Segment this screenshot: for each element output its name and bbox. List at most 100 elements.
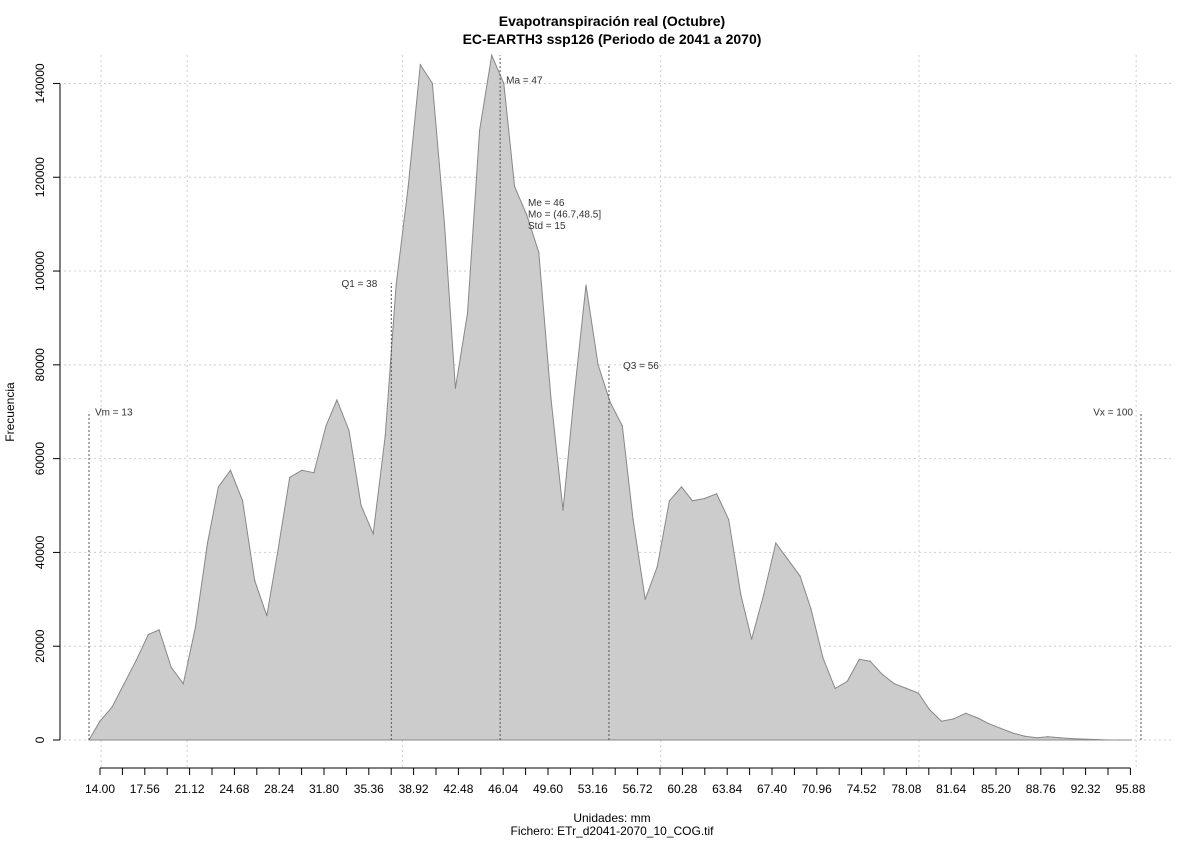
- data-point: [917, 692, 920, 694]
- data-point: [703, 497, 706, 500]
- data-point: [953, 718, 955, 720]
- data-point: [336, 399, 338, 401]
- stats-box-line: Me = 46: [528, 198, 565, 209]
- y-tick-label: 100000: [33, 251, 47, 291]
- y-tick-label: 140000: [33, 63, 47, 103]
- data-point: [526, 214, 528, 216]
- y-tick-label: 20000: [33, 629, 47, 663]
- frequency-area: [88, 53, 1132, 741]
- x-tick-label: 31.80: [309, 782, 339, 796]
- y-axis-label: Frecuencia: [3, 382, 17, 442]
- data-point: [810, 608, 812, 610]
- x-tick-label: 56.72: [623, 782, 653, 796]
- x-tick-label: 38.92: [399, 782, 429, 796]
- data-point: [1000, 727, 1002, 729]
- y-tick-label: 120000: [33, 157, 47, 197]
- x-tick-label: 24.68: [219, 782, 249, 796]
- data-point: [668, 500, 671, 502]
- data-point: [680, 486, 683, 488]
- data-point: [869, 660, 871, 662]
- data-point: [419, 64, 421, 66]
- x-tick-label: 17.56: [130, 782, 160, 796]
- x-tick-label: 85.20: [981, 782, 1011, 796]
- data-point: [1012, 732, 1014, 734]
- x-tick-label: 81.64: [936, 782, 966, 796]
- data-point: [763, 594, 765, 596]
- data-point: [834, 687, 836, 690]
- stat-lines: Vm = 13 Q1 = 38 Ma = 47 Q3 = 56 Vx = 100 Me =…: [88, 55, 1142, 740]
- stat-label: Vm = 13: [95, 408, 133, 419]
- data-point: [881, 673, 883, 675]
- data-point: [360, 504, 362, 507]
- data-point: [454, 387, 456, 389]
- data-point: [266, 615, 268, 617]
- data-point: [277, 551, 279, 554]
- data-point: [479, 129, 481, 131]
- data-point: [514, 186, 516, 188]
- y-tick-label: 40000: [33, 535, 47, 569]
- data-point: [313, 472, 315, 474]
- data-point: [893, 683, 895, 685]
- x-tick-label: 42.48: [443, 782, 473, 796]
- x-tick-label: 88.76: [1026, 782, 1056, 796]
- data-point: [229, 469, 232, 471]
- data-point: [242, 500, 244, 502]
- x-axis-label: Unidades: mm: [573, 811, 650, 825]
- data-point: [977, 717, 979, 719]
- data-point: [858, 658, 860, 660]
- data-point: [988, 723, 990, 725]
- data-point: [905, 687, 908, 690]
- x-tick-label: 92.32: [1071, 782, 1101, 796]
- x-tick-label: 60.28: [667, 782, 697, 796]
- data-point: [691, 500, 694, 502]
- data-point: [1071, 738, 1073, 740]
- data-point: [170, 666, 172, 668]
- y-tick-label: 60000: [33, 442, 47, 476]
- data-point: [372, 533, 374, 535]
- x-tick-label: 21.12: [175, 782, 205, 796]
- data-point: [573, 397, 575, 399]
- stat-label: Ma = 47: [506, 75, 543, 86]
- data-point: [1083, 738, 1085, 740]
- data-point: [538, 251, 540, 253]
- y-tick-label: 0: [33, 736, 47, 743]
- axes: 0 20000 40000 60000 80000 100000 120000 140000 1…: [33, 63, 1146, 796]
- data-point: [289, 476, 291, 478]
- data-point: [111, 706, 113, 708]
- data-point: [158, 629, 160, 631]
- data-point: [407, 186, 409, 188]
- stats-box-line: Mo = (46.7,48.5]: [528, 210, 601, 221]
- x-tick-label: 63.84: [712, 782, 742, 796]
- x-tick-label: 14.00: [85, 782, 115, 796]
- x-tick-label: 49.60: [533, 782, 563, 796]
- data-point: [775, 542, 777, 544]
- data-point: [135, 659, 137, 661]
- x-tick-label: 53.16: [578, 782, 608, 796]
- data-point: [503, 82, 505, 84]
- data-point: [597, 364, 599, 366]
- data-point: [384, 434, 386, 436]
- data-point: [621, 425, 623, 427]
- data-point: [751, 638, 753, 640]
- data-point: [491, 54, 493, 56]
- data-point: [1095, 738, 1097, 741]
- data-point: [301, 469, 303, 471]
- data-point: [562, 509, 564, 511]
- stat-label: Q1 = 38: [341, 279, 377, 290]
- data-point: [728, 519, 730, 521]
- data-point: [1118, 739, 1120, 741]
- plot-area: [88, 53, 1132, 741]
- data-point: [466, 312, 469, 314]
- data-point: [99, 720, 101, 722]
- data-point: [206, 542, 209, 544]
- data-point: [431, 82, 433, 84]
- data-point: [799, 575, 801, 577]
- data-point: [940, 720, 943, 722]
- y-tick-label: 80000: [33, 348, 47, 382]
- chart-subtitle: EC-EARTH3 ssp126 (Periodo de 2041 a 2070…: [463, 31, 762, 47]
- data-point: [1059, 737, 1061, 739]
- data-point: [147, 633, 149, 636]
- data-point: [1130, 739, 1132, 741]
